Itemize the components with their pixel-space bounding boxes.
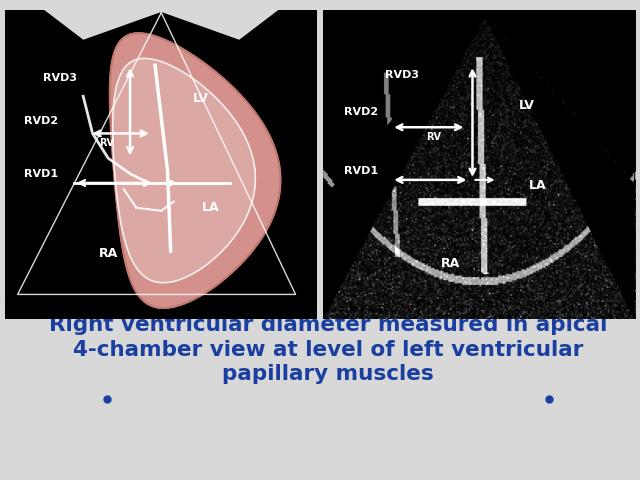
Text: RVD3: RVD3 [43, 73, 77, 83]
Text: LV: LV [519, 99, 535, 112]
Text: RVD2: RVD2 [24, 116, 58, 126]
Polygon shape [323, 10, 635, 19]
Text: RVD2: RVD2 [344, 107, 378, 117]
Polygon shape [485, 10, 640, 319]
Text: LA: LA [202, 201, 220, 214]
Text: RV: RV [99, 138, 114, 148]
Text: RA: RA [99, 247, 118, 260]
Text: RVD1: RVD1 [344, 166, 378, 176]
Text: RA: RA [441, 257, 461, 270]
Polygon shape [161, 10, 317, 319]
Polygon shape [216, 10, 485, 319]
Polygon shape [110, 33, 280, 308]
Polygon shape [113, 59, 255, 283]
Polygon shape [5, 12, 317, 319]
Text: Right ventricular diameter measured in apical
4-chamber view at level of left ve: Right ventricular diameter measured in a… [49, 315, 607, 384]
Text: LA: LA [529, 179, 547, 192]
Text: RVD3: RVD3 [385, 70, 419, 80]
Text: RVD1: RVD1 [24, 169, 58, 179]
Polygon shape [5, 10, 161, 319]
Text: LV: LV [193, 93, 209, 106]
Text: RV: RV [426, 132, 440, 142]
